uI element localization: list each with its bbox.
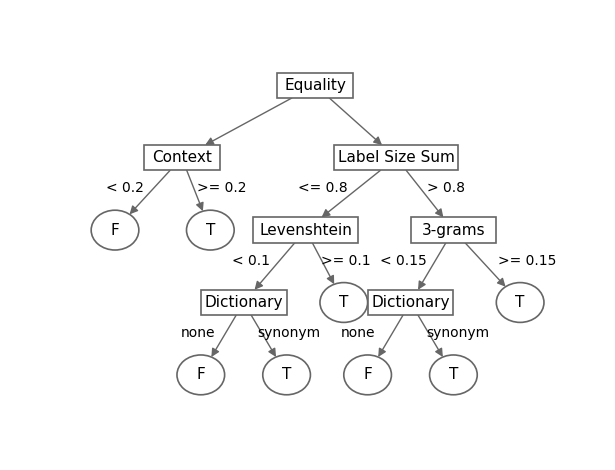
Ellipse shape xyxy=(91,210,139,250)
FancyBboxPatch shape xyxy=(335,145,458,171)
FancyBboxPatch shape xyxy=(200,290,287,315)
Text: Dictionary: Dictionary xyxy=(371,295,450,310)
Text: T: T xyxy=(449,368,458,383)
Text: F: F xyxy=(196,368,205,383)
FancyBboxPatch shape xyxy=(368,290,453,315)
Text: Dictionary: Dictionary xyxy=(204,295,283,310)
Text: F: F xyxy=(363,368,372,383)
Ellipse shape xyxy=(263,355,311,395)
Text: >= 0.2: >= 0.2 xyxy=(197,181,247,196)
Ellipse shape xyxy=(320,282,368,322)
Text: Equality: Equality xyxy=(284,78,346,93)
FancyBboxPatch shape xyxy=(253,218,358,243)
Text: < 0.15: < 0.15 xyxy=(380,254,427,268)
Text: >= 0.15: >= 0.15 xyxy=(498,254,557,268)
Text: 3-grams: 3-grams xyxy=(422,223,485,238)
Text: synonym: synonym xyxy=(427,326,490,340)
FancyBboxPatch shape xyxy=(277,73,353,98)
Text: none: none xyxy=(341,326,375,340)
Text: synonym: synonym xyxy=(258,326,320,340)
Text: <= 0.8: <= 0.8 xyxy=(298,181,347,196)
Text: < 0.2: < 0.2 xyxy=(106,181,143,196)
Text: none: none xyxy=(181,326,216,340)
Text: T: T xyxy=(339,295,349,310)
Text: T: T xyxy=(282,368,292,383)
Text: Levenshtein: Levenshtein xyxy=(259,223,352,238)
FancyBboxPatch shape xyxy=(411,218,496,243)
Text: > 0.8: > 0.8 xyxy=(427,181,466,196)
Text: T: T xyxy=(515,295,525,310)
Ellipse shape xyxy=(177,355,224,395)
Text: T: T xyxy=(205,223,215,238)
Ellipse shape xyxy=(186,210,234,250)
FancyBboxPatch shape xyxy=(144,145,220,171)
Text: F: F xyxy=(111,223,119,238)
Ellipse shape xyxy=(429,355,477,395)
Ellipse shape xyxy=(344,355,391,395)
Ellipse shape xyxy=(496,282,544,322)
Text: Context: Context xyxy=(152,150,212,165)
Text: < 0.1: < 0.1 xyxy=(232,254,270,268)
Text: Label Size Sum: Label Size Sum xyxy=(338,150,454,165)
Text: >= 0.1: >= 0.1 xyxy=(322,254,371,268)
